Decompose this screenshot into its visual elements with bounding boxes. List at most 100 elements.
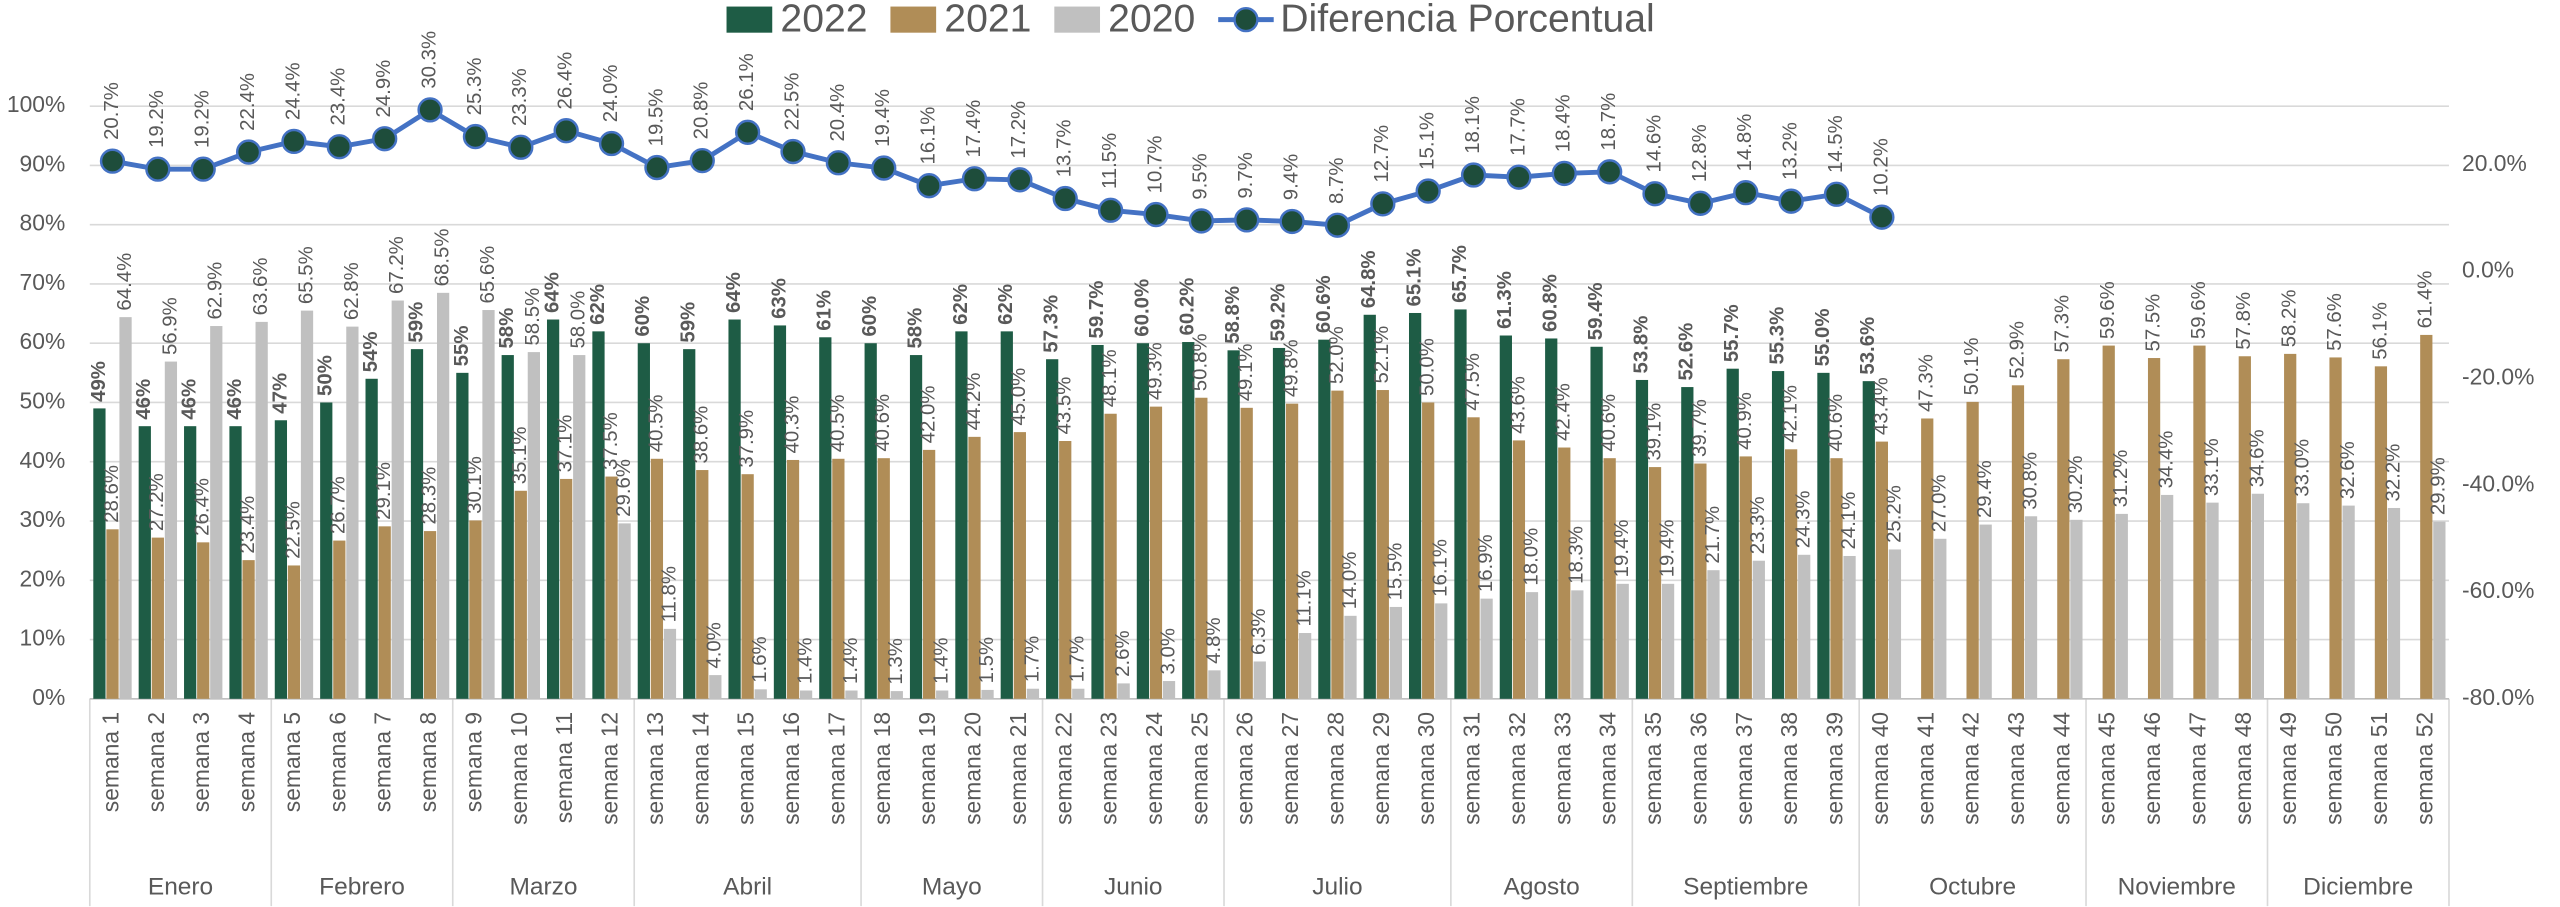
x-tick-label: semana 51 <box>2366 712 2392 825</box>
bar <box>1318 340 1330 699</box>
value-label: 1.4% <box>931 637 953 683</box>
y-tick-label: 40% <box>20 447 66 473</box>
value-label: 34.4% <box>2156 431 2178 489</box>
line-marker <box>1235 208 1258 231</box>
legend-label: 2020 <box>1108 0 1195 41</box>
bar <box>2375 366 2387 698</box>
value-label: 60.2% <box>1177 278 1199 336</box>
bar <box>1617 584 1629 699</box>
value-label: 29.4% <box>1974 460 1996 518</box>
line-marker <box>1190 210 1213 233</box>
value-label: 58.5% <box>522 288 544 346</box>
bar <box>2206 503 2218 699</box>
value-label: 59% <box>405 302 427 343</box>
x-tick-label: semana 48 <box>2230 712 2256 825</box>
bar <box>1273 348 1285 699</box>
line-marker <box>1462 164 1485 187</box>
value-label: 26.4% <box>555 52 577 110</box>
value-label: 45.0% <box>1008 368 1030 426</box>
bar <box>275 420 287 699</box>
bar <box>242 560 254 699</box>
value-label: 9.5% <box>1190 153 1212 199</box>
value-label: 61.3% <box>1494 271 1516 329</box>
x-tick-label: semana 36 <box>1685 712 1711 825</box>
value-label: 19.5% <box>645 89 667 147</box>
y2-tick-label: -80.0% <box>2462 684 2534 710</box>
bar <box>2148 358 2160 699</box>
value-label: 62.8% <box>341 262 363 320</box>
value-label: 16.1% <box>918 107 940 165</box>
y2-tick-label: 20.0% <box>2462 150 2527 176</box>
value-label: 60.0% <box>1131 279 1153 337</box>
x-tick-label: semana 6 <box>324 712 350 812</box>
legend-marker <box>1235 8 1258 31</box>
line-marker <box>1825 183 1848 206</box>
bar <box>2057 359 2069 699</box>
bar <box>2070 520 2082 699</box>
x-tick-label: semana 50 <box>2321 712 2347 825</box>
bar <box>664 629 676 699</box>
value-label: 62% <box>995 284 1017 325</box>
bar <box>728 320 740 699</box>
group-label: Enero <box>148 874 213 901</box>
line-marker <box>192 158 215 181</box>
value-label: 59.4% <box>1585 282 1607 340</box>
value-label: 62% <box>587 284 609 325</box>
bar <box>1921 418 1933 698</box>
bar <box>1480 599 1492 699</box>
line-marker <box>645 156 668 179</box>
value-label: 38.6% <box>691 406 713 464</box>
value-label: 14.8% <box>1734 114 1756 172</box>
bar <box>165 362 177 699</box>
value-label: 11.8% <box>658 566 680 622</box>
x-tick-label: semana 12 <box>597 712 623 825</box>
bar <box>1889 549 1901 698</box>
group-label: Junio <box>1104 874 1163 901</box>
bar <box>2297 503 2309 699</box>
line-marker <box>1099 199 1122 222</box>
group-label: Mayo <box>922 874 982 901</box>
bar <box>1390 607 1402 699</box>
x-tick-label: semana 30 <box>1413 712 1439 825</box>
value-label: 16.9% <box>1475 534 1497 592</box>
value-label: 58.8% <box>1222 286 1244 344</box>
value-label: 33.1% <box>2201 438 2223 496</box>
x-tick-label: semana 32 <box>1504 712 1530 825</box>
line-marker <box>1780 190 1803 213</box>
line-marker <box>1145 203 1168 226</box>
value-label: 17.2% <box>1008 101 1030 159</box>
value-label: 23.3% <box>509 68 531 126</box>
line-marker <box>600 132 623 155</box>
value-label: 57.3% <box>2052 295 2074 353</box>
value-label: 53.8% <box>1630 316 1652 374</box>
value-label: 10.2% <box>1870 138 1892 196</box>
value-label: 59.6% <box>2188 281 2210 339</box>
bar <box>288 565 300 698</box>
value-label: 48.1% <box>1099 349 1121 407</box>
x-tick-label: semana 16 <box>778 712 804 825</box>
bar <box>592 331 604 698</box>
value-label: 30.3% <box>418 31 440 89</box>
value-label: 52.9% <box>2006 321 2028 379</box>
bar <box>1980 525 1992 699</box>
value-label: 18.0% <box>1520 528 1542 586</box>
value-label: 49.3% <box>1144 342 1166 400</box>
y-tick-label: 30% <box>20 506 66 532</box>
bar <box>152 538 164 699</box>
bar <box>683 349 695 699</box>
bar <box>320 402 332 698</box>
value-label: 24.9% <box>373 60 395 118</box>
line-marker <box>1417 180 1440 203</box>
value-label: 13.2% <box>1780 122 1802 180</box>
group-label: Marzo <box>509 874 577 901</box>
value-label: 64.4% <box>114 253 136 311</box>
bar <box>981 690 993 699</box>
line-marker <box>1598 160 1621 183</box>
value-label: 13.7% <box>1054 119 1076 177</box>
bar <box>845 691 857 699</box>
value-label: 3.0% <box>1157 628 1179 674</box>
line-marker <box>736 121 759 144</box>
bar <box>456 373 468 699</box>
bar <box>333 541 345 699</box>
value-label: 11.5% <box>1099 133 1121 189</box>
